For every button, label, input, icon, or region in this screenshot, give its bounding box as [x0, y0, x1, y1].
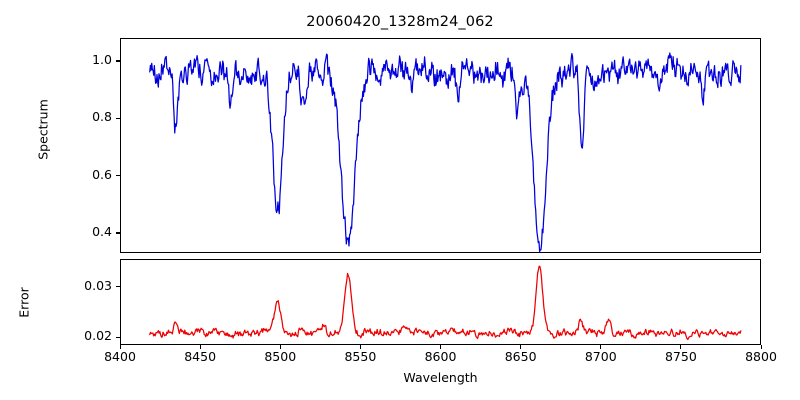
x-tick-label: 8500 — [264, 349, 297, 364]
x-tick-label: 8700 — [584, 349, 617, 364]
spectrum-y-tick — [116, 232, 120, 234]
x-tick — [119, 345, 121, 349]
x-tick — [680, 345, 682, 349]
error-y-tick — [116, 336, 120, 338]
x-tick — [520, 345, 522, 349]
x-tick-label: 8800 — [745, 349, 777, 364]
spectrum-plot-panel — [120, 38, 761, 253]
x-tick-label: 8650 — [504, 349, 537, 364]
x-tick — [760, 345, 762, 349]
spectrum-y-tick — [116, 175, 120, 177]
spectrum-series — [121, 39, 760, 252]
spectrum-y-tick — [116, 60, 120, 62]
x-tick-label: 8750 — [664, 349, 697, 364]
error-y-tick-label: 0.02 — [84, 328, 112, 344]
error-series — [121, 260, 760, 344]
error-y-tick-label: 0.03 — [84, 277, 112, 293]
error-y-axis-label: Error — [16, 287, 32, 318]
x-tick-label: 8400 — [104, 349, 136, 364]
x-tick-label: 8450 — [184, 349, 217, 364]
x-tick-label: 8550 — [344, 349, 377, 364]
x-tick — [359, 345, 361, 349]
x-tick — [279, 345, 281, 349]
page-title: 20060420_1328m24_062 — [306, 14, 494, 30]
x-tick-label: 8600 — [424, 349, 457, 364]
error-y-tick — [116, 286, 120, 288]
error-plot-panel — [120, 259, 761, 345]
x-tick — [440, 345, 442, 349]
x-axis-label: Wavelength — [403, 370, 478, 385]
spectrum-y-tick-label: 0.4 — [92, 223, 112, 239]
spectrum-y-tick-label: 0.6 — [92, 166, 112, 182]
x-tick — [600, 345, 602, 349]
spectrum-y-tick-label: 1.0 — [92, 51, 112, 67]
x-tick — [199, 345, 201, 349]
spectrum-y-tick-label: 0.8 — [92, 109, 112, 125]
spectrum-y-tick — [116, 117, 120, 119]
